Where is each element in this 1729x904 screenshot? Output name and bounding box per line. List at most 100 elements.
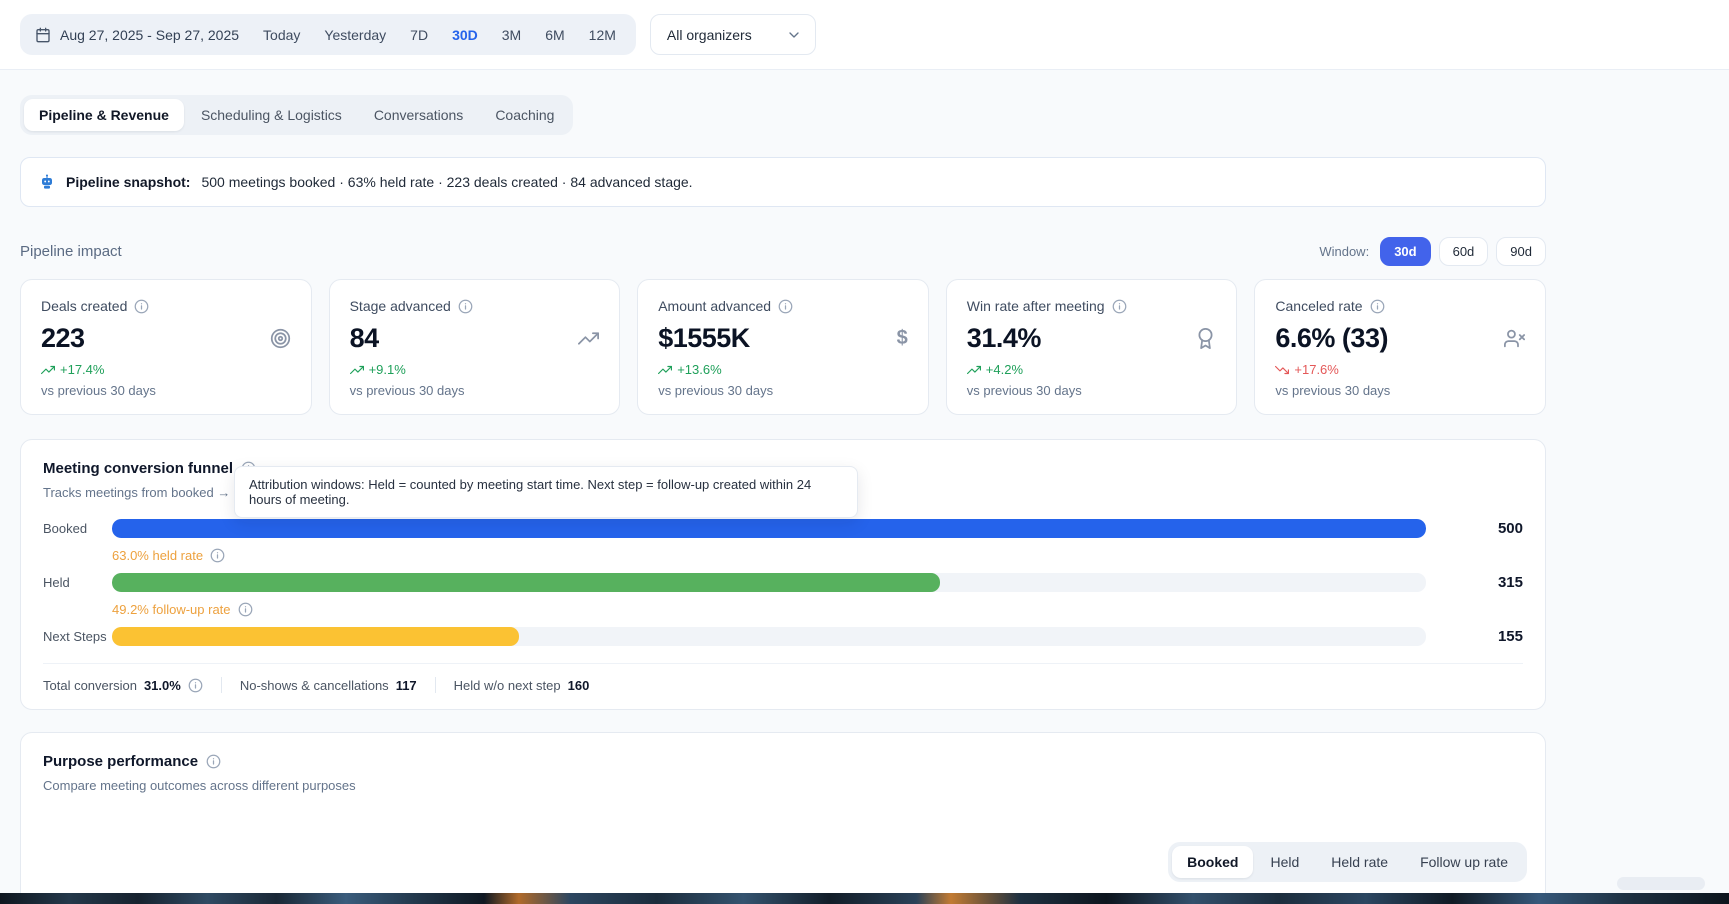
cutoff-element xyxy=(1617,877,1705,890)
funnel-row-value: 315 xyxy=(1497,574,1523,591)
card-caption: vs previous 30 days xyxy=(1275,383,1391,398)
metric-booked[interactable]: Booked xyxy=(1172,846,1254,878)
info-icon[interactable] xyxy=(458,299,473,314)
window-30d-button[interactable]: 30d xyxy=(1380,237,1431,266)
card-canceled-rate: Canceled rate 6.6% (33) +17.6% vs previo… xyxy=(1254,279,1546,415)
metric-held-rate[interactable]: Held rate xyxy=(1331,854,1389,870)
funnel-stats: Total conversion 31.0% No-shows & cancel… xyxy=(43,663,1523,693)
held-rate-text: 63.0% held rate xyxy=(112,548,204,563)
card-delta: +17.4% xyxy=(60,362,105,377)
funnel-chart: Booked 500 63.0% held rate Held 315 xyxy=(43,519,1523,646)
tab-coaching[interactable]: Coaching xyxy=(495,107,555,123)
window-60d-button[interactable]: 60d xyxy=(1438,237,1489,266)
divider xyxy=(220,677,222,693)
follow-up-rate-connector: 49.2% follow-up rate xyxy=(112,602,1523,617)
funnel-bar-next-steps[interactable] xyxy=(112,627,520,646)
purpose-subtitle: Compare meeting outcomes across differen… xyxy=(43,778,356,793)
preset-3m[interactable]: 3M xyxy=(490,18,533,52)
info-icon[interactable] xyxy=(134,299,149,314)
info-icon[interactable] xyxy=(188,678,203,693)
card-win-rate: Win rate after meeting 31.4% +4.2% vs pr… xyxy=(945,279,1238,415)
held-rate-connector: 63.0% held rate xyxy=(112,548,1523,563)
info-icon[interactable] xyxy=(206,754,221,769)
preset-30d[interactable]: 30D xyxy=(440,18,490,52)
stat-value: 117 xyxy=(395,677,417,693)
funnel-bar-booked[interactable] xyxy=(112,519,1426,538)
preset-today[interactable]: Today xyxy=(251,18,312,52)
preset-6m[interactable]: 6M xyxy=(533,18,576,52)
follow-up-rate-text: 49.2% follow-up rate xyxy=(112,602,231,617)
preset-7d[interactable]: 7D xyxy=(398,18,440,52)
preset-12m[interactable]: 12M xyxy=(577,18,628,52)
card-value: 6.6% (33) xyxy=(1275,323,1388,353)
funnel-bar-track xyxy=(112,627,1426,646)
main-content: Pipeline & Revenue Scheduling & Logistic… xyxy=(20,95,1546,904)
topbar: Aug 27, 2025 - Sep 27, 2025 Today Yester… xyxy=(0,0,1729,70)
stat-label: Total conversion xyxy=(43,677,137,693)
trend-up-icon xyxy=(967,363,981,377)
date-range-text[interactable]: Aug 27, 2025 - Sep 27, 2025 xyxy=(60,26,240,43)
tab-scheduling-logistics[interactable]: Scheduling & Logistics xyxy=(200,107,342,123)
info-icon[interactable] xyxy=(778,299,793,314)
pipeline-impact-title: Pipeline impact xyxy=(20,243,122,260)
card-delta: +9.1% xyxy=(368,362,406,377)
pipeline-impact-header: Pipeline impact Window: 30d 60d 90d xyxy=(20,237,1546,266)
funnel-row-label: Next Steps xyxy=(43,629,107,644)
section-tabs: Pipeline & Revenue Scheduling & Logistic… xyxy=(20,95,574,135)
funnel-subtitle: Tracks meetings from booked → held xyxy=(43,485,259,500)
stat-total-conversion: Total conversion 31.0% xyxy=(43,678,203,693)
funnel-bar-track xyxy=(112,573,1426,592)
funnel-row-value: 500 xyxy=(1497,520,1523,537)
info-icon[interactable] xyxy=(1370,299,1385,314)
trend-up-icon xyxy=(350,363,364,377)
award-icon xyxy=(1195,328,1216,349)
desktop-wallpaper-strip xyxy=(0,893,1729,904)
stat-value: 160 xyxy=(567,677,590,693)
card-delta: +13.6% xyxy=(677,362,722,377)
card-title: Deals created xyxy=(41,298,128,314)
purpose-title: Purpose performance xyxy=(43,753,199,770)
calendar-icon xyxy=(35,27,51,43)
funnel-title: Meeting conversion funnel xyxy=(43,460,234,477)
trend-up-icon xyxy=(41,363,55,377)
stat-label: No-shows & cancellations xyxy=(239,677,389,693)
card-title: Stage advanced xyxy=(349,298,451,314)
card-value: 223 xyxy=(41,323,85,353)
trending-up-icon xyxy=(578,328,599,349)
tab-conversations[interactable]: Conversations xyxy=(373,107,464,123)
card-delta: +4.2% xyxy=(985,362,1024,377)
robot-icon xyxy=(39,174,55,190)
trend-up-icon xyxy=(658,363,672,377)
card-title: Canceled rate xyxy=(1275,298,1363,314)
card-title: Win rate after meeting xyxy=(966,298,1105,314)
user-x-icon xyxy=(1504,328,1525,349)
funnel-row-value: 155 xyxy=(1497,628,1523,645)
window-90d-button[interactable]: 90d xyxy=(1496,237,1546,266)
stat-label: Held w/o next step xyxy=(453,677,561,693)
card-value: 31.4% xyxy=(966,323,1042,353)
attribution-tooltip: Attribution windows: Held = counted by m… xyxy=(234,466,858,518)
card-caption: vs previous 30 days xyxy=(41,383,156,398)
card-title: Amount advanced xyxy=(658,298,772,314)
info-icon[interactable] xyxy=(210,548,225,563)
funnel-bar-held[interactable] xyxy=(112,573,940,592)
info-icon[interactable] xyxy=(1112,299,1127,314)
metric-follow-up-rate[interactable]: Follow up rate xyxy=(1420,854,1508,870)
metric-cards: Deals created 223 +17.4% vs previous 30 … xyxy=(20,279,1546,415)
funnel-row-next-steps: Next Steps 155 xyxy=(43,627,1523,646)
organizer-filter-dropdown[interactable]: All organizers xyxy=(649,14,816,55)
meeting-conversion-funnel-panel: Meeting conversion funnel Tracks meeting… xyxy=(20,439,1546,710)
snapshot-label: Pipeline snapshot: xyxy=(66,174,191,190)
card-caption: vs previous 30 days xyxy=(349,383,465,398)
window-selector: Window: 30d 60d 90d xyxy=(1319,237,1546,266)
purpose-metric-toggle: Booked Held Held rate Follow up rate xyxy=(1168,842,1527,882)
trend-down-icon xyxy=(1275,363,1289,377)
card-caption: vs previous 30 days xyxy=(966,383,1082,398)
metric-held[interactable]: Held xyxy=(1270,854,1300,870)
card-amount-advanced: Amount advanced $1555K $ +13.6% vs previ… xyxy=(637,279,929,415)
preset-yesterday[interactable]: Yesterday xyxy=(312,18,398,52)
funnel-row-held: Held 315 xyxy=(43,573,1523,592)
info-icon[interactable] xyxy=(238,602,253,617)
funnel-row-label: Booked xyxy=(43,521,88,536)
tab-pipeline-revenue[interactable]: Pipeline & Revenue xyxy=(24,99,184,131)
